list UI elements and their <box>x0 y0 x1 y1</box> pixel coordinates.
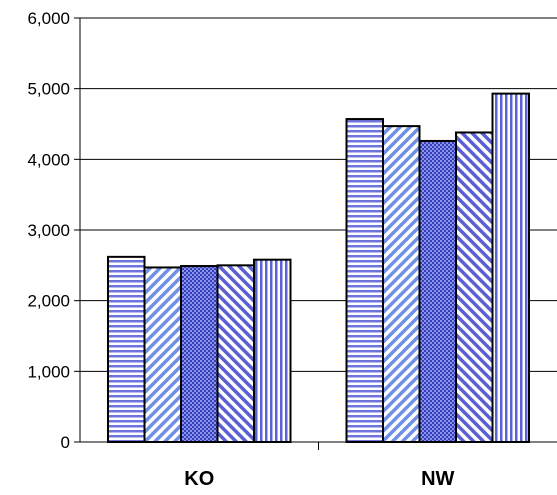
bar <box>107 255 146 443</box>
axis-labels: 0 1,000 2,000 3,000 4,000 5,000 6,000 KO NW <box>27 9 454 490</box>
bar <box>216 264 255 444</box>
bar-series-group <box>107 92 530 444</box>
bar <box>253 258 292 443</box>
bar <box>455 131 494 443</box>
bar <box>180 265 219 444</box>
bar <box>418 139 457 444</box>
bar <box>382 125 421 444</box>
y-tick-label: 0 <box>61 433 70 452</box>
bar <box>143 266 182 443</box>
x-category-label: NW <box>421 468 454 490</box>
y-tick-label: 2,000 <box>27 292 70 311</box>
y-tick-label: 5,000 <box>27 80 70 99</box>
bar <box>491 92 530 443</box>
y-tick-label: 3,000 <box>27 221 70 240</box>
bar <box>345 118 384 443</box>
axes <box>74 17 557 450</box>
y-tick-label: 4,000 <box>27 150 70 169</box>
y-tick-label: 1,000 <box>27 362 70 381</box>
y-tick-label: 6,000 <box>27 9 70 28</box>
x-category-label: KO <box>184 468 214 490</box>
